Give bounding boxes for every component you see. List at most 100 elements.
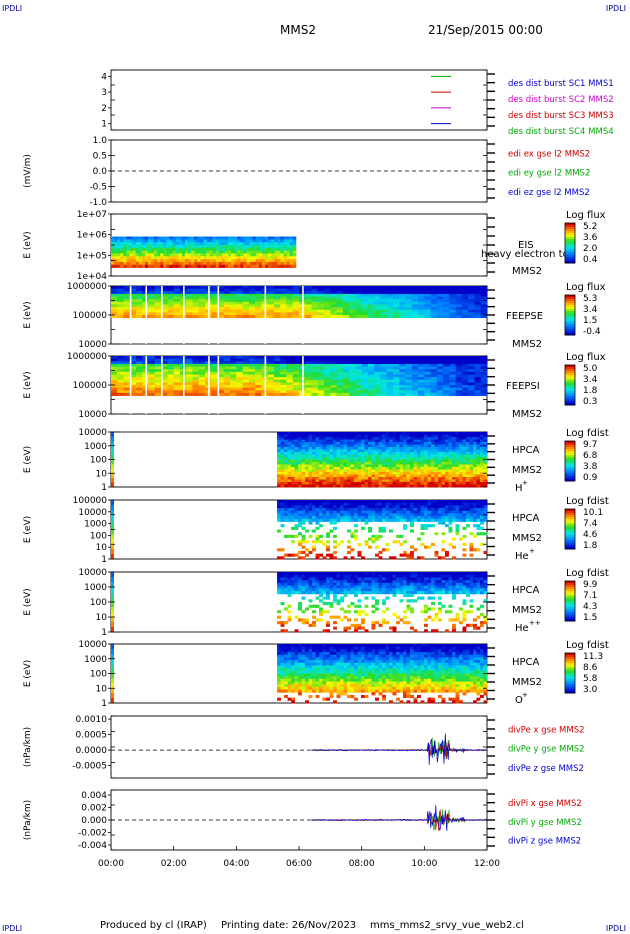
heatmap-cell bbox=[393, 366, 400, 370]
heatmap-cell bbox=[298, 452, 302, 455]
heatmap-cell bbox=[448, 469, 453, 473]
heatmap-cell bbox=[289, 236, 294, 240]
heatmap-cell bbox=[223, 363, 231, 367]
heatmap-cell bbox=[357, 482, 362, 485]
heatmap-cell bbox=[371, 462, 376, 465]
heatmap-cell bbox=[277, 513, 281, 517]
heatmap-cell bbox=[286, 312, 294, 316]
heatmap-cell bbox=[308, 623, 313, 627]
heatmap-cell bbox=[385, 518, 390, 522]
heatmap-cell bbox=[117, 296, 124, 300]
y-tick-label: 100000 bbox=[73, 311, 108, 321]
heatmap-cell bbox=[228, 242, 232, 246]
heatmap-cell bbox=[280, 513, 285, 517]
data-gap bbox=[264, 286, 267, 344]
heatmap-cell bbox=[315, 432, 320, 435]
heatmap-cell bbox=[305, 312, 312, 316]
heatmap-cell bbox=[354, 462, 358, 465]
heatmap-cell bbox=[336, 374, 344, 378]
heatmap-cell bbox=[298, 505, 302, 509]
heatmap-cell bbox=[186, 374, 193, 378]
heatmap-cell bbox=[389, 454, 393, 458]
colorbar-cell bbox=[565, 237, 575, 240]
heatmap-cell bbox=[225, 261, 229, 266]
heatmap-cell bbox=[175, 247, 180, 252]
heatmap-cell bbox=[336, 312, 344, 316]
heatmap-cell bbox=[354, 574, 358, 578]
heatmap-cell bbox=[267, 309, 275, 313]
heatmap-cell bbox=[406, 432, 411, 435]
heatmap-cell bbox=[413, 464, 418, 468]
heatmap-cell bbox=[380, 307, 388, 311]
heatmap-cell bbox=[483, 505, 488, 509]
heatmap-cell bbox=[157, 245, 161, 249]
heatmap-cell bbox=[466, 457, 470, 460]
heatmap-cell bbox=[111, 253, 115, 257]
heatmap-cell bbox=[286, 301, 294, 305]
heatmap-cell bbox=[315, 437, 320, 440]
heatmap-cell bbox=[399, 291, 406, 295]
heatmap-cell bbox=[333, 437, 337, 440]
heatmap-cell bbox=[461, 390, 469, 394]
heatmap-cell bbox=[329, 447, 334, 450]
heatmap-cell bbox=[413, 479, 418, 483]
heatmap-cell bbox=[336, 513, 341, 517]
heatmap-cell bbox=[298, 457, 302, 460]
heatmap-cell bbox=[319, 593, 323, 597]
heatmap-cell bbox=[223, 307, 231, 311]
heatmap-cell bbox=[167, 296, 175, 300]
heatmap-cell bbox=[378, 474, 383, 478]
heatmap-cell bbox=[468, 385, 475, 389]
heatmap-cell bbox=[225, 247, 229, 252]
heatmap-cell bbox=[324, 304, 331, 308]
heatmap-cell bbox=[434, 513, 439, 517]
heatmap-cell bbox=[157, 261, 161, 266]
colorbar-cell bbox=[565, 325, 575, 328]
heatmap-cell bbox=[301, 432, 306, 435]
heatmap-cell bbox=[424, 315, 431, 319]
heatmap-cell bbox=[286, 374, 294, 378]
colorbar-cell bbox=[565, 513, 575, 516]
heatmap-cell bbox=[312, 447, 316, 450]
heatmap-cell bbox=[169, 253, 174, 257]
heatmap-cell bbox=[333, 452, 337, 455]
heatmap-cell bbox=[154, 366, 162, 370]
heatmap-cell bbox=[393, 374, 400, 378]
heatmap-cell bbox=[361, 454, 365, 458]
heatmap-cell bbox=[396, 540, 400, 544]
heatmap-cell bbox=[424, 524, 428, 528]
heatmap-cell bbox=[136, 296, 143, 300]
heatmap-cell bbox=[355, 366, 363, 370]
heatmap-cell bbox=[161, 369, 168, 373]
heatmap-cell bbox=[246, 261, 251, 266]
heatmap-cell bbox=[476, 437, 481, 440]
heatmap-cell bbox=[123, 307, 131, 311]
colorbar-cell bbox=[565, 319, 575, 322]
heatmap-cell bbox=[434, 510, 439, 514]
heatmap-cell bbox=[246, 256, 251, 260]
heatmap-cell bbox=[291, 577, 295, 581]
heatmap-cell bbox=[393, 291, 400, 295]
heatmap-cell bbox=[474, 371, 482, 375]
heatmap-cell bbox=[326, 452, 330, 455]
heatmap-cell bbox=[308, 588, 313, 592]
heatmap-cell bbox=[468, 358, 475, 362]
heatmap-cell bbox=[389, 505, 393, 509]
heatmap-cell bbox=[410, 553, 414, 557]
heatmap-cell bbox=[319, 588, 323, 592]
heatmap-cell bbox=[284, 577, 288, 581]
heatmap-cell bbox=[382, 472, 386, 475]
heatmap-cell bbox=[298, 591, 302, 595]
heatmap-cell bbox=[448, 447, 453, 450]
heatmap-cell bbox=[277, 588, 281, 592]
colorbar-tick-label: 1.8 bbox=[583, 541, 598, 551]
heatmap-cell bbox=[396, 502, 400, 506]
heatmap-cell bbox=[136, 369, 143, 373]
species-label: H bbox=[515, 483, 523, 494]
heatmap-cell bbox=[211, 312, 218, 316]
data-gap bbox=[302, 286, 304, 344]
heatmap-cell bbox=[452, 459, 456, 463]
heatmap-cell bbox=[455, 390, 463, 394]
heatmap-cell bbox=[148, 286, 156, 290]
heatmap-cell bbox=[248, 363, 256, 367]
